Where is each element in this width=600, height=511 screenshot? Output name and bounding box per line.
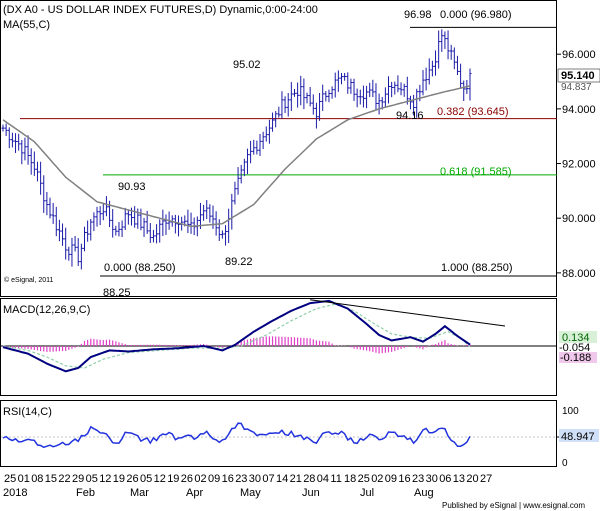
price-badge-bg [557, 68, 600, 83]
symbol-title: (DX A0 - US DOLLAR INDEX FUTURES,D) Dyna… [3, 4, 318, 16]
macd-badge-bg [559, 331, 597, 343]
annotation-89-22: 89.22 [225, 256, 253, 268]
x-month-label: Mar [130, 487, 149, 499]
x-month-label: Jun [302, 487, 320, 499]
copyright-label: © eSignal, 2011 [4, 276, 54, 284]
price-axis: 88.000 90.000 92.000 94.000 96.000 [557, 49, 596, 280]
macd-indicator [1, 299, 557, 373]
x-date-label: 26 [181, 473, 193, 485]
rsi-label: RSI(14,C) [3, 406, 52, 418]
price-panel-frame [0, 0, 557, 297]
rsi-badge-bg [559, 429, 599, 442]
x-date-label: 29 [72, 473, 84, 485]
x-date-label: 25 [4, 473, 16, 485]
rsi-line [2, 422, 471, 449]
x-date-label: 23 [412, 473, 424, 485]
x-date-label: 16 [398, 473, 410, 485]
x-date-label: 06 [439, 473, 451, 485]
annotation-90-93: 90.93 [118, 181, 146, 193]
x-date-label: 25 [358, 473, 370, 485]
x-month-label: Apr [186, 487, 203, 499]
x-month-label: Jul [360, 487, 374, 499]
x-date-label: 14 [276, 473, 288, 485]
x-date-label: 04 [317, 473, 329, 485]
x-date-label: 12 [99, 473, 111, 485]
macd-hist-badge-bg [559, 352, 597, 363]
x-date-label: 13 [453, 473, 465, 485]
x-date-label: 23 [235, 473, 247, 485]
ma-label: MA(55,C) [3, 19, 50, 31]
x-date-label: 15 [45, 473, 57, 485]
price-tick-label: 90.000 [562, 213, 596, 225]
x-date-label: 27 [480, 473, 492, 485]
x-date-label: 18 [344, 473, 356, 485]
macd-signal-badge: -0.054 [559, 342, 590, 354]
macd-divergence-line [310, 299, 506, 327]
x-date-label: 05 [140, 473, 152, 485]
x-date-label: 08 [31, 473, 43, 485]
annotation-94-16: 94.16 [396, 110, 424, 122]
macd-signal-line [2, 303, 471, 369]
x-month-label: Aug [414, 487, 434, 499]
x-date-label: 22 [58, 473, 70, 485]
fib-label-0: 0.000 (96.980) [440, 9, 512, 21]
x-date-label: 19 [113, 473, 125, 485]
x-date-label: 01 [18, 473, 30, 485]
x-date-label: 09 [385, 473, 397, 485]
macd-label: MACD(12,26,9,C) [3, 304, 90, 316]
moving-average [2, 85, 471, 228]
rsi-tick-0: 0 [562, 458, 568, 469]
price-tick-label: 92.000 [562, 159, 596, 171]
price-bars [1, 29, 472, 270]
price-current-badge: 95.140 [561, 70, 595, 82]
fib-label-low: 0.000 (88.250) [104, 262, 176, 274]
panel-frames [0, 0, 557, 467]
x-date-label: 19 [167, 473, 179, 485]
x-date-label: 16 [222, 473, 234, 485]
x-date-label: 02 [194, 473, 206, 485]
fib-lines [20, 26, 557, 277]
x-axis: 25 01 08 15 22 29 05 12 19 26 05 12 19 26 02 09 16 23 30 07… [3, 473, 492, 499]
x-date-label: 20 [466, 473, 478, 485]
fib-label-382: 0.382 (93.645) [437, 106, 509, 118]
x-date-label: 05 [86, 473, 98, 485]
footer-publisher: Published by eSignal | www.esignal.com [442, 501, 585, 510]
annotation-high: 96.98 [404, 9, 432, 21]
ma-value-badge: 94.837 [561, 82, 592, 93]
x-month-label: 2018 [3, 487, 27, 499]
rsi-value-badge: 48.947 [561, 431, 595, 443]
price-tick-label: 94.000 [562, 104, 596, 116]
x-date-label: 21 [290, 473, 302, 485]
macd-value-badge: 0.134 [562, 332, 590, 344]
x-date-label: 28 [303, 473, 315, 485]
rsi-tick-100: 100 [562, 406, 579, 417]
x-date-label: 30 [426, 473, 438, 485]
price-tick-label: 96.000 [562, 49, 596, 61]
fib-label-618: 0.618 (91.585) [440, 166, 512, 178]
macd-line [2, 299, 471, 373]
x-date-label: 12 [154, 473, 166, 485]
x-date-label: 02 [371, 473, 383, 485]
annotation-95-02: 95.02 [233, 59, 261, 71]
annotation-88-25: 88.25 [103, 287, 131, 299]
x-date-label: 26 [126, 473, 138, 485]
x-month-label: May [240, 487, 261, 499]
macd-hist-badge: -0.188 [560, 352, 591, 364]
x-date-label: 30 [249, 473, 261, 485]
price-tick-label: 88.000 [562, 268, 596, 280]
fib-label-100: 1.000 (88.250) [441, 262, 513, 274]
rsi-indicator [1, 422, 561, 449]
x-date-label: 11 [330, 473, 341, 485]
x-date-label: 07 [262, 473, 274, 485]
x-month-label: Feb [76, 487, 95, 499]
macd-panel-frame [0, 298, 557, 396]
x-date-label: 09 [208, 473, 220, 485]
ma-line [2, 85, 471, 228]
rsi-panel-frame [0, 400, 557, 467]
